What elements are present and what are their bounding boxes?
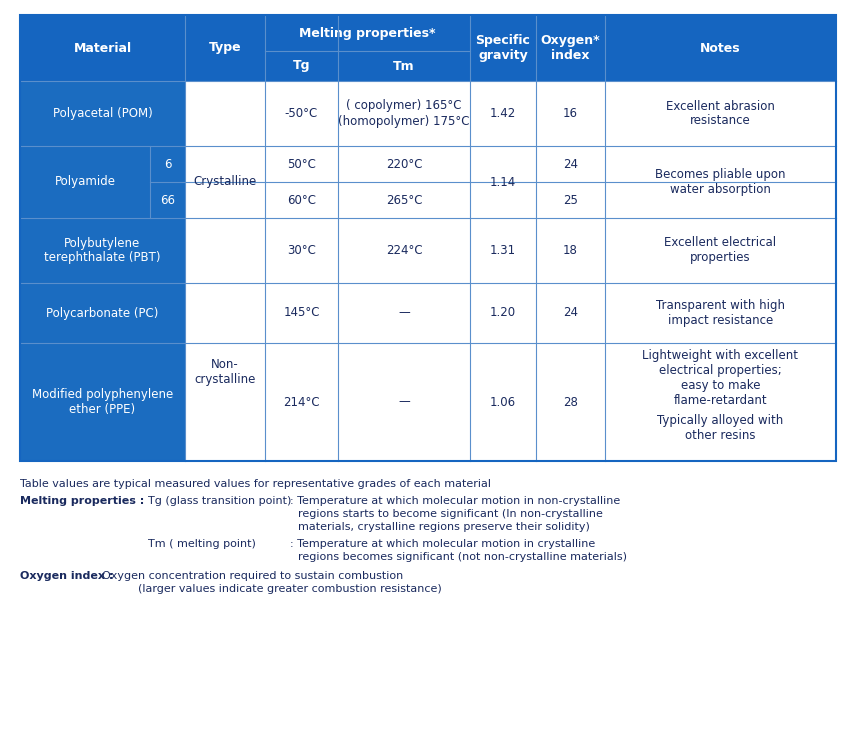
Text: Oxygen index :: Oxygen index :	[20, 571, 113, 581]
Text: 6: 6	[163, 158, 171, 171]
Text: Polyacetal (POM): Polyacetal (POM)	[52, 107, 152, 120]
Text: Typically alloyed with
other resins: Typically alloyed with other resins	[657, 414, 783, 442]
Bar	[470, 283, 536, 343]
Bar	[536, 218, 605, 283]
Bar	[20, 15, 836, 81]
Text: Tm: Tm	[393, 60, 415, 72]
Text: regions starts to become significant (In non-crystalline: regions starts to become significant (In…	[298, 509, 603, 519]
Text: ( copolymer) 165°C
(homopolymer) 175°C: ( copolymer) 165°C (homopolymer) 175°C	[338, 100, 470, 128]
Text: 214°C: 214°C	[283, 396, 320, 408]
Text: Excellent electrical
properties: Excellent electrical properties	[664, 236, 776, 264]
Text: Non-
crystalline: Non- crystalline	[194, 358, 256, 386]
Bar	[470, 81, 536, 146]
Text: Polycarbonate (PC): Polycarbonate (PC)	[46, 307, 158, 319]
Bar	[536, 283, 605, 343]
Text: Polyamide: Polyamide	[55, 175, 116, 189]
Text: Type: Type	[209, 42, 241, 54]
Text: : Temperature at which molecular motion in non-crystalline: : Temperature at which molecular motion …	[290, 496, 621, 506]
Text: Table values are typical measured values for representative grades of each mater: Table values are typical measured values…	[20, 479, 491, 489]
Text: —: —	[398, 396, 410, 408]
Text: Polybutylene
terephthalate (PBT): Polybutylene terephthalate (PBT)	[45, 236, 161, 264]
Text: materials, crystalline regions preserve their solidity): materials, crystalline regions preserve …	[298, 522, 590, 532]
Bar	[20, 146, 150, 218]
Text: Material: Material	[74, 42, 132, 54]
Text: Melting properties*: Melting properties*	[300, 26, 436, 39]
Text: 24: 24	[563, 158, 578, 171]
Bar	[338, 182, 470, 218]
Bar	[265, 146, 338, 182]
Bar	[470, 146, 536, 218]
Bar	[338, 283, 470, 343]
Bar	[185, 81, 265, 283]
Text: 50°C: 50°C	[287, 158, 316, 171]
Bar	[338, 218, 470, 283]
Text: Oxygen*
index: Oxygen* index	[541, 34, 600, 62]
Bar	[150, 182, 185, 218]
Text: 1.20: 1.20	[490, 307, 516, 319]
Bar	[265, 343, 338, 461]
Bar	[470, 343, 536, 461]
Bar	[20, 283, 185, 343]
Text: Specific
gravity: Specific gravity	[476, 34, 531, 62]
Text: 24: 24	[563, 307, 578, 319]
Bar	[20, 81, 185, 146]
Text: Crystalline: Crystalline	[193, 175, 257, 189]
Bar	[536, 343, 605, 461]
Text: Becomes pliable upon
water absorption: Becomes pliable upon water absorption	[655, 168, 786, 196]
Bar	[470, 218, 536, 283]
Text: 220°C: 220°C	[386, 158, 422, 171]
Text: 30°C: 30°C	[287, 244, 316, 257]
Bar	[265, 81, 338, 146]
Text: 1.06: 1.06	[490, 396, 516, 408]
Text: 224°C: 224°C	[386, 244, 422, 257]
Text: (larger values indicate greater combustion resistance): (larger values indicate greater combusti…	[138, 584, 442, 594]
Text: : Temperature at which molecular motion in crystalline: : Temperature at which molecular motion …	[290, 539, 595, 549]
Text: 1.31: 1.31	[490, 244, 516, 257]
Text: Melting properties :: Melting properties :	[20, 496, 145, 506]
Text: Tm ( melting point): Tm ( melting point)	[148, 539, 256, 549]
Bar	[605, 218, 836, 283]
Bar	[605, 146, 836, 218]
Text: 265°C: 265°C	[386, 193, 422, 207]
Text: Oxygen concentration required to sustain combustion: Oxygen concentration required to sustain…	[102, 571, 403, 581]
Text: Tg (glass transition point): Tg (glass transition point)	[148, 496, 291, 506]
Bar	[20, 343, 185, 461]
Text: 1.42: 1.42	[490, 107, 516, 120]
Text: Notes: Notes	[700, 42, 740, 54]
Bar	[338, 81, 470, 146]
Text: 28: 28	[563, 396, 578, 408]
Bar	[338, 146, 470, 182]
Bar	[605, 81, 836, 146]
Text: regions becomes significant (not non-crystalline materials): regions becomes significant (not non-cry…	[298, 552, 627, 562]
Bar	[185, 283, 265, 461]
Text: 60°C: 60°C	[287, 193, 316, 207]
Bar	[536, 182, 605, 218]
Text: -50°C: -50°C	[285, 107, 318, 120]
Text: Lightweight with excellent
electrical properties;
easy to make
flame-retardant: Lightweight with excellent electrical pr…	[643, 350, 799, 408]
Text: 66: 66	[160, 193, 175, 207]
Bar	[20, 15, 836, 461]
Bar	[536, 146, 605, 182]
Bar	[150, 146, 185, 182]
Text: Modified polyphenylene
ether (PPE): Modified polyphenylene ether (PPE)	[32, 388, 173, 416]
Text: 16: 16	[563, 107, 578, 120]
Bar	[20, 218, 185, 283]
Text: 145°C: 145°C	[283, 307, 320, 319]
Text: —: —	[398, 307, 410, 319]
Text: Tg: Tg	[293, 60, 310, 72]
Text: Transparent with high
impact resistance: Transparent with high impact resistance	[656, 299, 785, 327]
Bar	[265, 283, 338, 343]
Text: 1.14: 1.14	[490, 175, 516, 189]
Bar	[265, 218, 338, 283]
Bar	[265, 182, 338, 218]
Bar	[605, 343, 836, 461]
Bar	[605, 283, 836, 343]
Text: 25: 25	[563, 193, 578, 207]
Text: 18: 18	[563, 244, 578, 257]
Bar	[536, 81, 605, 146]
Bar	[338, 343, 470, 461]
Text: Excellent abrasion
resistance: Excellent abrasion resistance	[666, 100, 775, 128]
